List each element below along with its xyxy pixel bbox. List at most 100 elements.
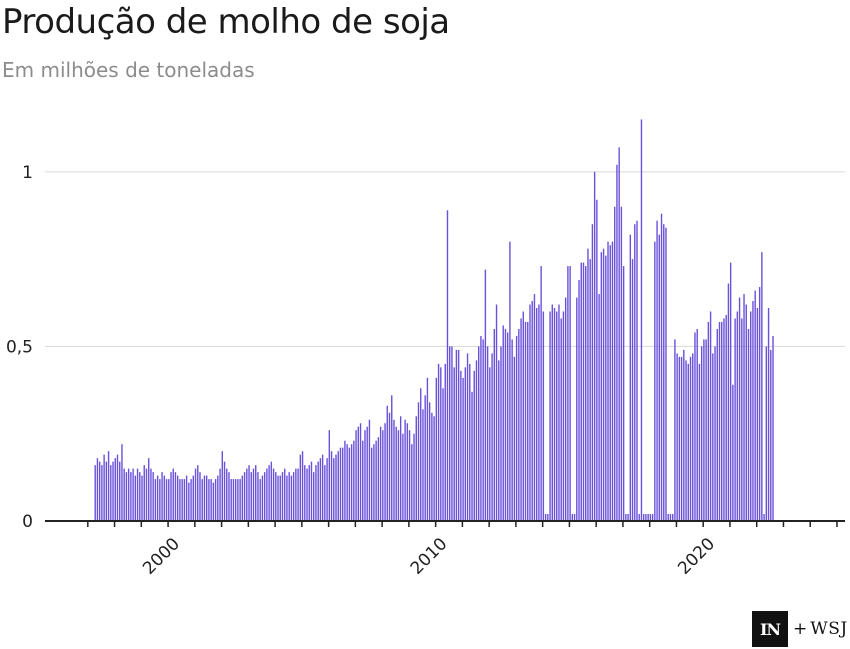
bar [460, 370, 462, 521]
bar [477, 346, 480, 521]
bar [315, 465, 317, 521]
bar [268, 465, 270, 521]
bar [179, 479, 181, 521]
bar [607, 241, 609, 521]
bar [148, 458, 150, 521]
bar [130, 472, 132, 521]
bar [404, 419, 406, 521]
bar [101, 465, 103, 521]
bar [596, 199, 598, 521]
bar [181, 479, 183, 521]
bar [569, 266, 571, 521]
bar [495, 304, 498, 521]
chart-subtitle: Em milhões de toneladas [2, 58, 255, 82]
bar [685, 360, 687, 521]
bar [669, 514, 672, 521]
bar [518, 328, 520, 521]
bar [462, 377, 464, 521]
bar [375, 440, 377, 521]
bar [469, 363, 471, 521]
bar [678, 356, 681, 521]
bar [270, 461, 273, 521]
bar [125, 472, 128, 521]
bar [266, 468, 268, 521]
bar [386, 405, 388, 521]
bar [770, 349, 772, 521]
x-tick-label: 2000 [139, 534, 184, 579]
bar [520, 318, 522, 521]
bar [301, 451, 304, 521]
bar [359, 423, 362, 521]
bar [453, 367, 455, 521]
bar [712, 353, 714, 521]
bar [183, 479, 186, 521]
bar [252, 468, 255, 521]
bar [255, 465, 257, 521]
bar [656, 220, 658, 521]
bar [415, 416, 417, 521]
bar [767, 308, 770, 521]
bar [232, 479, 235, 521]
bar [259, 479, 261, 521]
bar [696, 328, 698, 521]
bar [112, 461, 114, 521]
bar [618, 147, 620, 521]
bar [335, 454, 337, 521]
bar [602, 248, 605, 521]
bar [326, 458, 328, 521]
bar [556, 311, 558, 521]
bar [531, 301, 533, 521]
bar [743, 294, 745, 521]
brand-logo: IN + WSJ [752, 611, 848, 647]
bar [397, 430, 400, 521]
bar [747, 328, 750, 521]
bar [377, 437, 380, 521]
bar [440, 367, 442, 521]
bar [406, 423, 409, 521]
bar [357, 426, 359, 521]
bar [190, 479, 192, 521]
bar [114, 458, 116, 521]
bar [420, 388, 422, 521]
bar [428, 402, 431, 521]
bar [729, 262, 732, 521]
bar [614, 206, 616, 521]
bar [772, 335, 774, 521]
bar [593, 171, 596, 522]
bar [317, 461, 319, 521]
bar [413, 433, 415, 521]
bar [645, 514, 647, 521]
bar [161, 472, 163, 521]
bar [473, 370, 475, 521]
bar [234, 479, 237, 521]
bar [506, 332, 509, 521]
bar [509, 241, 511, 521]
bar [589, 259, 591, 521]
bar [538, 304, 540, 521]
bar [578, 280, 580, 521]
bar [738, 297, 741, 521]
bar [337, 451, 339, 521]
bar [674, 339, 676, 521]
bar [203, 475, 206, 521]
bar [279, 475, 281, 521]
bar [411, 444, 413, 521]
bar [217, 475, 219, 521]
bar [288, 472, 290, 521]
bar [585, 266, 587, 521]
bar [723, 318, 725, 521]
bar [707, 321, 710, 521]
bar [239, 479, 241, 521]
brand-plus: + [793, 619, 808, 639]
bar [159, 479, 161, 521]
bar [705, 339, 707, 521]
bar [263, 472, 266, 521]
bar [223, 461, 226, 521]
bar [308, 465, 310, 521]
bars [94, 119, 774, 522]
bar [210, 479, 212, 521]
bar [192, 475, 195, 521]
bar [145, 468, 148, 521]
bar [107, 451, 110, 521]
bar [165, 479, 168, 521]
